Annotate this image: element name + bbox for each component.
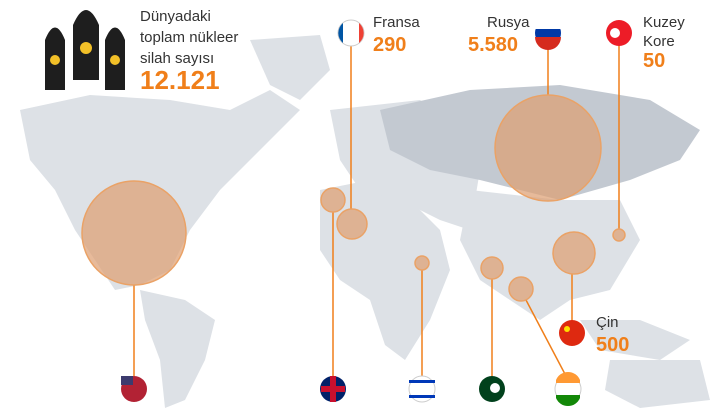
country-value: 290: [373, 34, 406, 56]
header-line: silah sayısı: [140, 50, 214, 67]
header-line: Dünyadaki: [140, 8, 211, 25]
country-value: 5.580: [468, 34, 518, 56]
country-name: Çin: [596, 314, 619, 331]
country-name: Kore: [643, 33, 675, 50]
connector-lines: [133, 45, 620, 377]
flags: [121, 16, 632, 406]
country-name: Rusya: [487, 14, 530, 31]
header-total: 12.121: [140, 65, 220, 95]
country-name: Kuzey: [643, 14, 685, 31]
country-value: 50: [643, 50, 665, 72]
header-line: toplam nükleer: [140, 29, 238, 46]
country-name: Fransa: [373, 14, 420, 31]
country-value: 500: [596, 334, 629, 356]
bubbles: [81, 94, 626, 302]
missile-icon: [45, 10, 125, 90]
